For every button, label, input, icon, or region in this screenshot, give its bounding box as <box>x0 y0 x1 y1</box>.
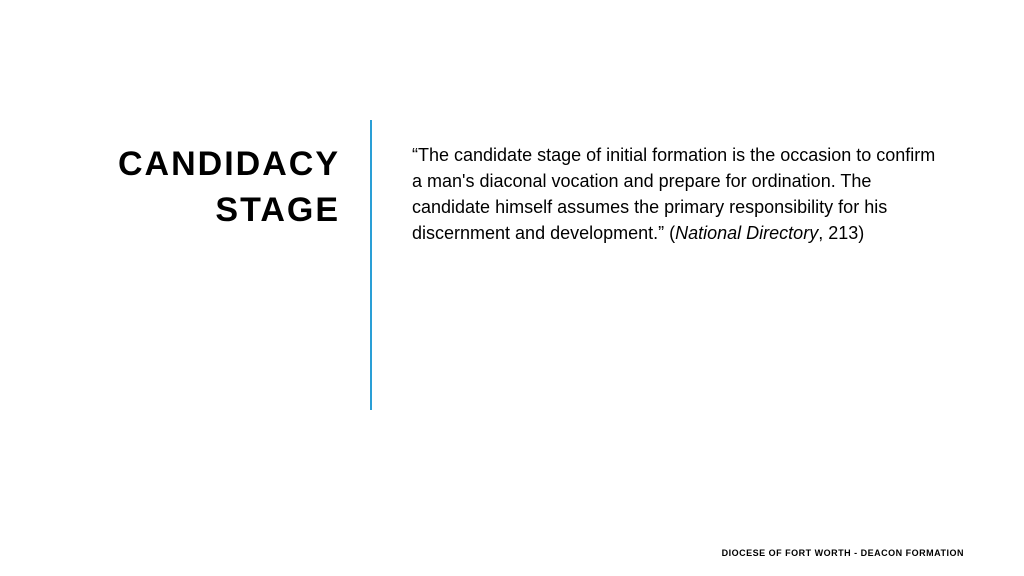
body-section: “The candidate stage of initial formatio… <box>372 130 1024 246</box>
body-text-italic: National Directory <box>675 223 818 243</box>
slide-container: CANDIDACY STAGE “The candidate stage of … <box>0 0 1024 576</box>
title-section: CANDIDACY STAGE <box>0 130 370 234</box>
body-text: “The candidate stage of initial formatio… <box>412 142 944 246</box>
slide-title: CANDIDACY STAGE <box>0 142 340 234</box>
body-text-suffix: , 213) <box>818 223 864 243</box>
footer-text: DIOCESE OF FORT WORTH - DEACON FORMATION <box>722 548 964 558</box>
